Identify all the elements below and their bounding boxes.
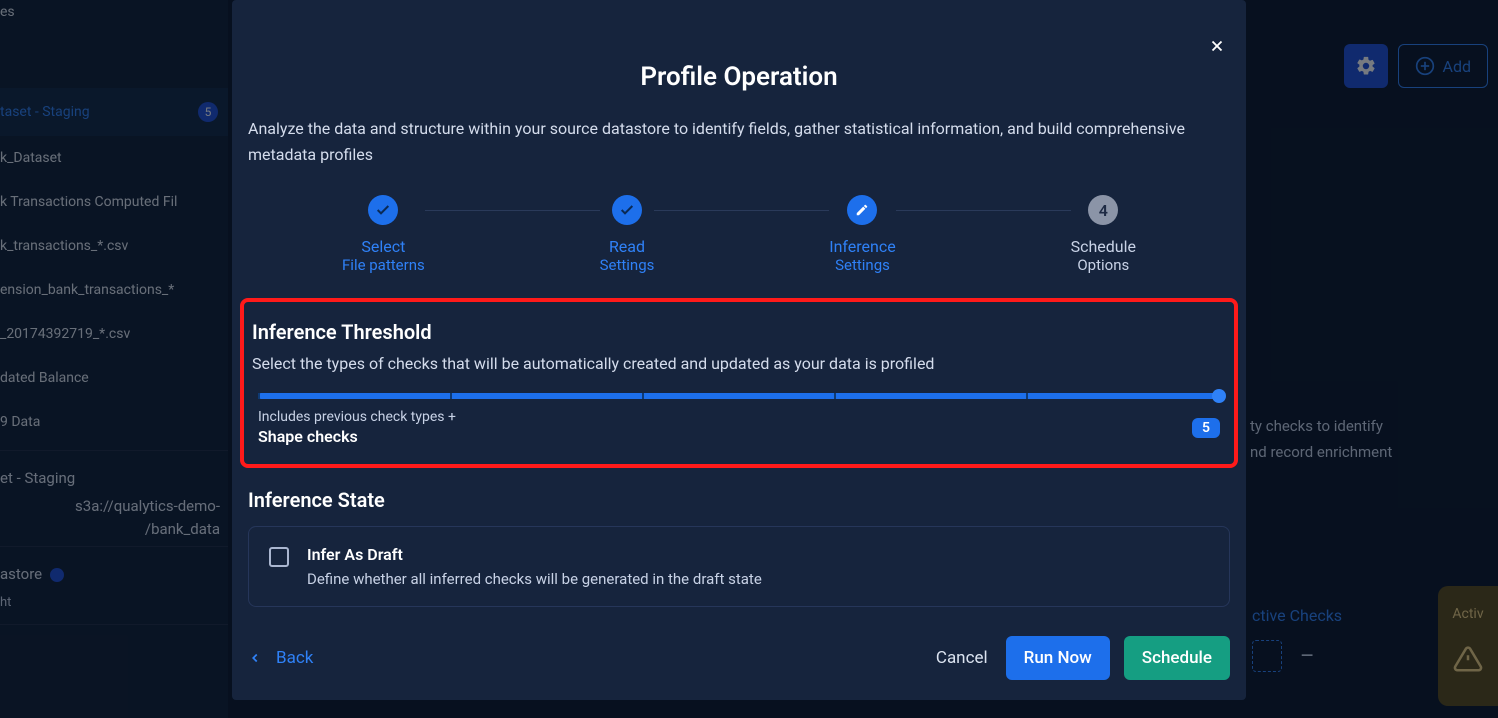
close-icon[interactable] (1208, 36, 1226, 60)
step-connector (896, 210, 1071, 211)
step-label: Select (361, 237, 405, 256)
step-select[interactable]: Select File patterns (342, 195, 425, 274)
modal-subtitle: Analyze the data and structure within yo… (232, 116, 1246, 167)
step-connector (425, 210, 600, 211)
slider-value-badge: 5 (1192, 418, 1220, 438)
profile-operation-modal: Profile Operation Analyze the data and s… (232, 0, 1246, 700)
step-label: Read (609, 237, 645, 256)
step-inference[interactable]: Inference Settings (829, 195, 896, 274)
threshold-slider[interactable] (258, 393, 1220, 399)
inference-threshold-section: Inference Threshold Select the types of … (240, 298, 1238, 468)
step-connector (654, 210, 829, 211)
step-read[interactable]: Read Settings (600, 195, 655, 274)
slider-left-label: Includes previous check types + Shape ch… (258, 409, 456, 446)
cancel-button[interactable]: Cancel (932, 638, 992, 678)
step-sub: Options (1077, 256, 1129, 274)
option-title: Infer As Draft (307, 545, 762, 564)
modal-title: Profile Operation (232, 62, 1246, 92)
step-sub: Settings (600, 256, 655, 274)
slider-thumb[interactable] (1212, 389, 1226, 403)
step-schedule[interactable]: 4 Schedule Options (1071, 195, 1136, 274)
check-icon (612, 195, 642, 225)
pencil-icon (847, 195, 877, 225)
threshold-desc: Select the types of checks that will be … (252, 354, 1226, 373)
stepper: Select File patterns Read Settings Infer… (232, 191, 1246, 298)
step-label: Schedule (1071, 237, 1136, 256)
back-button[interactable]: Back (248, 648, 313, 668)
back-label: Back (276, 648, 313, 668)
infer-as-draft-option[interactable]: Infer As Draft Define whether all inferr… (248, 526, 1230, 607)
schedule-button[interactable]: Schedule (1124, 636, 1230, 680)
step-number: 4 (1088, 195, 1118, 225)
step-sub: File patterns (342, 256, 425, 274)
check-icon (368, 195, 398, 225)
threshold-title: Inference Threshold (252, 320, 1226, 344)
checkbox[interactable] (269, 547, 289, 567)
modal-footer: Back Cancel Run Now Schedule (232, 636, 1246, 680)
run-now-button[interactable]: Run Now (1006, 636, 1110, 680)
step-sub: Settings (835, 256, 890, 274)
state-title: Inference State (248, 488, 1230, 512)
option-desc: Define whether all inferred checks will … (307, 570, 762, 588)
inference-state-section: Inference State Infer As Draft Define wh… (232, 468, 1246, 607)
step-label: Inference (829, 237, 896, 256)
